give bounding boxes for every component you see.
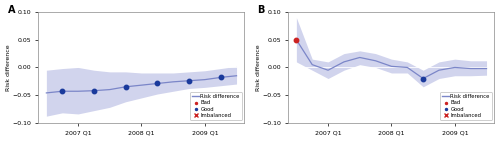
Text: A: A (8, 5, 15, 15)
Legend: Risk difference, Bad, Good, Imbalanced: Risk difference, Bad, Good, Imbalanced (190, 92, 242, 120)
Y-axis label: Risk difference: Risk difference (6, 44, 10, 91)
Text: B: B (258, 5, 265, 15)
Legend: Risk difference, Bad, Good, Imbalanced: Risk difference, Bad, Good, Imbalanced (440, 92, 492, 120)
Y-axis label: Risk difference: Risk difference (256, 44, 260, 91)
